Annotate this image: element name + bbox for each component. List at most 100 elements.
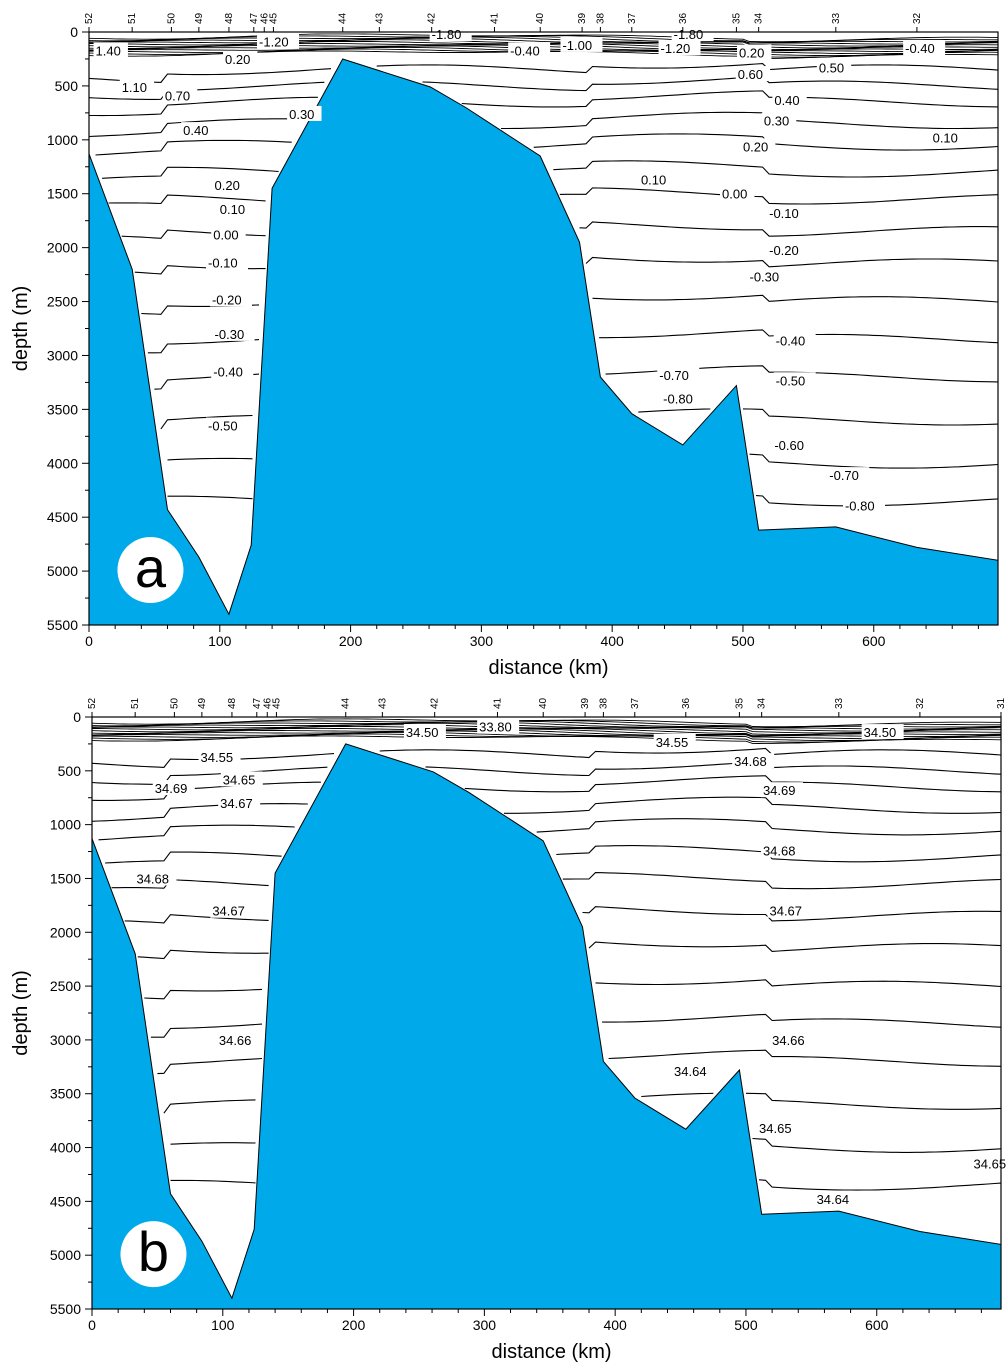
contour-label: 0.30	[764, 113, 789, 128]
station-label: 46	[259, 12, 270, 24]
y-tick-label: 2500	[47, 294, 78, 310]
y-tick-label: 5500	[50, 1301, 81, 1317]
contour-line	[163, 1092, 1002, 1114]
contour-label-bg	[162, 87, 198, 103]
y-tick-label: 1500	[50, 870, 81, 886]
station-label: 37	[630, 697, 641, 709]
contour-label-bg	[429, 26, 472, 42]
station-label: 44	[338, 12, 349, 24]
contour-lines	[91, 718, 1002, 1191]
contour-label-bg	[671, 26, 714, 42]
contour-label-bg	[217, 200, 253, 216]
contour-label: 34.67	[769, 904, 802, 919]
station-label: 39	[577, 12, 588, 24]
panel-b: 33.80 34.50 34.50 34.55 34.55 34.68 34.65 34.69…	[10, 697, 1008, 1363]
contour-line	[91, 735, 1002, 744]
contour-line	[167, 453, 999, 469]
station-label: 46	[262, 697, 273, 709]
contour-line	[137, 941, 1002, 960]
contour-label-bg	[767, 205, 810, 221]
x-tick-label: 400	[600, 633, 624, 649]
contour-label: 0.20	[215, 178, 240, 193]
contour-label: 0.20	[739, 45, 764, 60]
contour-line	[124, 906, 1001, 924]
contour-line	[170, 1179, 1002, 1191]
contour-label-bg	[773, 332, 816, 348]
contour-label: -0.40	[905, 41, 935, 56]
contour-line	[160, 408, 999, 430]
station-label: 37	[627, 12, 638, 24]
contour-label-bg	[181, 122, 216, 138]
station-label: 38	[595, 12, 606, 24]
contour-label: -0.20	[769, 243, 799, 258]
contour-label: -0.30	[215, 327, 245, 342]
contour-label-bg	[218, 795, 261, 811]
contour-label-bg	[767, 241, 810, 257]
contour-label: -1.00	[562, 38, 592, 53]
contour-label-bg	[770, 1031, 813, 1047]
station-label: 41	[489, 12, 500, 24]
contour-line	[91, 720, 1002, 729]
x-tick-label: 500	[734, 1317, 758, 1333]
contour-label-bg	[767, 902, 810, 918]
contour-label: -1.20	[259, 35, 289, 50]
y-tick-label: 3500	[47, 401, 78, 417]
y-tick-label: 2500	[50, 978, 81, 994]
contour-line	[91, 727, 1001, 737]
contour-label: -0.10	[769, 206, 799, 221]
contour-label: 34.68	[763, 843, 796, 858]
contour-line	[108, 187, 999, 205]
x-tick-label: 200	[339, 633, 363, 649]
station-label: 45	[271, 697, 282, 709]
y-tick-label: 500	[55, 78, 79, 94]
contour-line	[91, 721, 1002, 730]
contour-label: 0.10	[220, 202, 245, 217]
station-label: 40	[535, 12, 546, 24]
y-tick-label: 1500	[47, 186, 78, 202]
contour-line	[170, 1137, 1002, 1153]
contour-label: 34.64	[674, 1064, 707, 1079]
station-label: 47	[252, 697, 263, 709]
y-tick-label: 2000	[50, 924, 81, 940]
x-tick-label: 300	[473, 1317, 497, 1333]
y-tick-label: 3000	[50, 1032, 81, 1048]
contour-label-bg	[814, 1191, 857, 1207]
contour-label-bg	[152, 780, 195, 796]
y-tick-label: 1000	[47, 132, 78, 148]
station-label: 50	[169, 697, 180, 709]
contour-label-bg	[93, 42, 128, 58]
contour-label: 34.65	[759, 1121, 792, 1136]
contour-label: -1.80	[432, 27, 462, 42]
contour-label-bg	[747, 268, 790, 284]
contour-label-bg	[760, 842, 803, 858]
contour-line	[91, 760, 1002, 785]
contour-line	[88, 37, 999, 47]
y-tick-label: 0	[70, 24, 78, 40]
contour-line	[92, 731, 1002, 741]
contour-label-bg	[842, 497, 885, 513]
contour-label: 1.10	[122, 80, 147, 95]
contour-label-bg	[212, 325, 255, 341]
contour-label-bg	[212, 177, 247, 193]
x-tick-label: 500	[731, 633, 755, 649]
station-label: 34	[757, 697, 768, 709]
contour-label: 34.55	[201, 750, 234, 765]
station-label: 41	[492, 697, 503, 709]
x-tick-label: 100	[208, 633, 232, 649]
contour-label-bg	[477, 718, 520, 734]
contour-label-bg	[661, 390, 704, 406]
contour-label-bg	[560, 36, 603, 52]
contour-label: -1.20	[661, 41, 691, 56]
panel-label: b	[138, 1220, 169, 1283]
contour-label-bg	[816, 59, 852, 75]
station-label: 51	[127, 12, 138, 24]
station-label: 38	[598, 697, 609, 709]
station-label: 47	[249, 12, 260, 24]
y-tick-label: 5000	[50, 1247, 81, 1263]
contour-label: 34.64	[817, 1192, 850, 1207]
contour-line	[91, 730, 1002, 740]
contour-label-bg	[772, 436, 815, 452]
contour-line	[89, 90, 999, 117]
contour-label-bg	[211, 363, 254, 379]
x-tick-label: 100	[211, 1317, 235, 1333]
